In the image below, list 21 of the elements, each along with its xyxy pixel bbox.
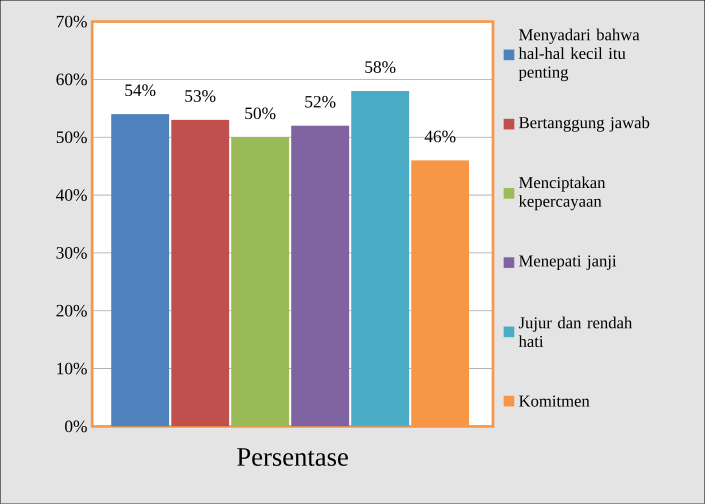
- y-tick-label: 10%: [57, 362, 87, 374]
- y-tick-label: 60%: [56, 74, 87, 86]
- y-tick-label: 30%: [56, 247, 87, 259]
- legend-label: Menyadari bahwa hal-hal kecil itu penting: [518, 28, 640, 82]
- data-label: 50%: [245, 108, 276, 120]
- y-tick-label: 0%: [65, 420, 87, 432]
- legend-label: Menepati janji: [519, 255, 616, 270]
- data-label: 52%: [305, 96, 336, 108]
- x-axis-title: Persentase: [237, 448, 348, 466]
- data-label: 53%: [185, 90, 216, 102]
- y-tick-label: 20%: [56, 304, 87, 317]
- y-tick-label: 70%: [56, 16, 87, 28]
- legend-label: Bertanggung jawab: [519, 116, 650, 132]
- legend-label: Komitmen: [519, 396, 590, 407]
- y-tick-label: 40%: [56, 189, 87, 201]
- y-tick-label: 50%: [56, 131, 87, 144]
- data-label: 58%: [365, 61, 396, 74]
- data-label: 54%: [125, 84, 156, 96]
- data-label: 46%: [424, 130, 456, 142]
- legend-label: Jujur dan rendah hati: [518, 316, 632, 348]
- legend-label: Menciptakan kepercayaan: [518, 176, 606, 210]
